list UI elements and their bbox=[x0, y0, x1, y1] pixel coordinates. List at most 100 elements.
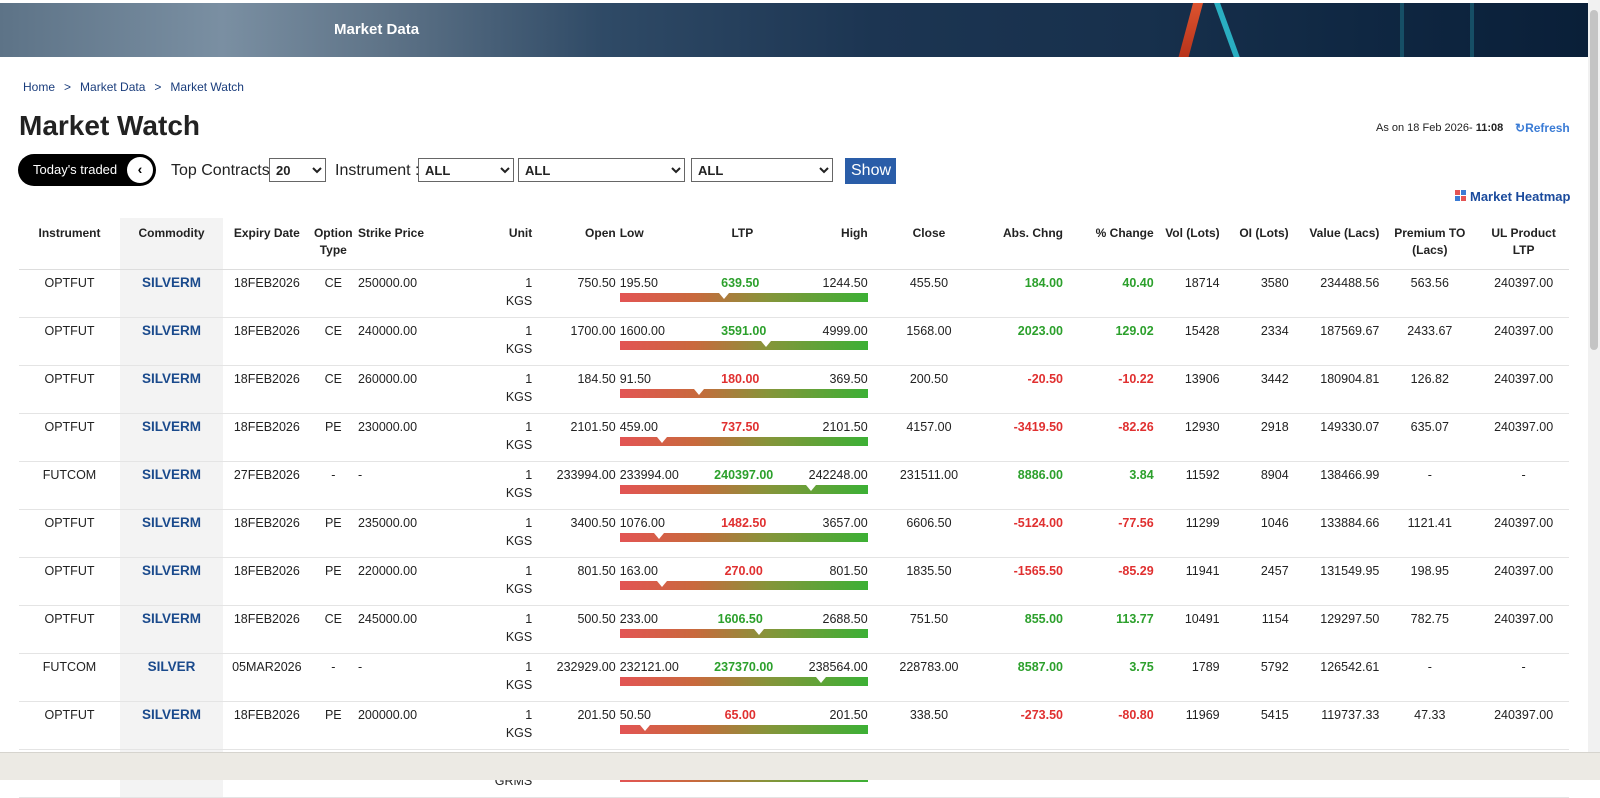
ltp-marker bbox=[656, 437, 667, 443]
todays-traded-toggle[interactable]: Today's traded ‹ bbox=[18, 154, 156, 186]
scrollbar-thumb[interactable] bbox=[1590, 10, 1598, 350]
cell-unit: 1 KGS bbox=[447, 269, 535, 318]
cell-abs-chng: 184.00 bbox=[976, 269, 1065, 318]
commodity-link[interactable]: SILVERM bbox=[119, 365, 224, 414]
cell-range: 195.50 639.50 1244.50 bbox=[617, 269, 882, 318]
commodity-link[interactable]: SILVERM bbox=[119, 557, 224, 606]
market-heatmap-link[interactable]: Market Heatmap bbox=[1455, 189, 1570, 204]
instrument-label: Instrument : bbox=[335, 162, 420, 179]
table-row[interactable]: FUTCOM SILVERM 27FEB2026- -1 KGS 233994.00 233… bbox=[19, 461, 1569, 510]
cell-abs-chng: 855.00 bbox=[976, 605, 1065, 654]
cell-close: 455.50 bbox=[881, 269, 977, 318]
cell-low: 195.50 bbox=[619, 276, 658, 290]
commodity-select[interactable]: ALL bbox=[518, 158, 685, 182]
cell-close: 200.50 bbox=[881, 365, 977, 414]
commodity-link[interactable]: SILVERM bbox=[119, 461, 224, 510]
cell-open: 2101.50 bbox=[534, 413, 618, 462]
cell-ltp: 1482.50 bbox=[721, 516, 767, 530]
cell-premium: 198.95 bbox=[1381, 557, 1479, 606]
cell-high: 369.50 bbox=[829, 372, 868, 386]
cell-expiry: 18FEB2026 bbox=[223, 317, 311, 366]
cell-premium: 563.56 bbox=[1381, 269, 1479, 318]
cell-instrument: OPTFUT bbox=[19, 557, 120, 606]
unit-qty: 1 bbox=[525, 516, 533, 530]
unit-name: KGS bbox=[505, 342, 533, 356]
cell-unit: 1 KGS bbox=[447, 317, 535, 366]
cell-unit: 1 KGS bbox=[447, 701, 535, 750]
table-body: OPTFUT SILVERM 18FEB2026 CE 250000.00 1 KGS 750… bbox=[19, 269, 1569, 798]
cell-ul-ltp: 240397.00 bbox=[1478, 413, 1569, 462]
commodity-link[interactable]: SILVERM bbox=[119, 317, 224, 366]
cell-open: 184.50 bbox=[534, 365, 618, 414]
cell-option-type: CE bbox=[310, 269, 356, 318]
commodity-link[interactable]: SILVERM bbox=[119, 269, 224, 318]
cell-premium: 2433.67 bbox=[1381, 317, 1479, 366]
cell-value: 131549.95 bbox=[1290, 557, 1382, 606]
breadcrumb-home[interactable]: Home bbox=[23, 80, 56, 94]
col-ul-ltp: UL Product LTP bbox=[1478, 218, 1569, 270]
cell-vol: 11969 bbox=[1155, 701, 1222, 750]
table-row[interactable]: OPTFUT SILVERM 18FEB2026 PE 230000.00 1 KGS 210… bbox=[19, 413, 1569, 462]
table-row[interactable]: OPTFUT SILVERM 18FEB2026 PE 235000.00 1 KGS 340… bbox=[19, 509, 1569, 558]
page-title: Market Watch bbox=[19, 110, 201, 141]
cell-low: 1076.00 bbox=[619, 516, 665, 530]
breadcrumb-market-watch[interactable]: Market Watch bbox=[170, 80, 244, 94]
table-header-row: Instrument Commodity Expiry Date Option … bbox=[19, 218, 1569, 270]
price-range: 1076.00 1482.50 3657.00 bbox=[619, 514, 868, 542]
commodity-link[interactable]: SILVERM bbox=[119, 701, 224, 750]
refresh-icon: ↻ bbox=[1515, 121, 1526, 135]
unit-name: KGS bbox=[505, 486, 533, 500]
breadcrumb-market-data[interactable]: Market Data bbox=[80, 80, 146, 94]
cell-instrument: FUTCOM bbox=[19, 653, 120, 702]
col-vol: Vol (Lots) bbox=[1155, 218, 1222, 270]
cell-expiry: 18FEB2026 bbox=[223, 605, 311, 654]
cell-close: 228783.00 bbox=[881, 653, 977, 702]
top-contracts-select[interactable]: 20 bbox=[269, 158, 326, 182]
cell-ul-ltp: 240397.00 bbox=[1478, 317, 1569, 366]
unit-qty: 1 bbox=[525, 612, 533, 626]
cell-premium: - bbox=[1381, 653, 1479, 702]
commodity-link[interactable]: SILVERM bbox=[119, 509, 224, 558]
unit-qty: 1 bbox=[525, 708, 533, 722]
expiry-select[interactable]: ALL bbox=[691, 158, 833, 182]
chevron-left-icon[interactable]: ‹ bbox=[127, 157, 153, 183]
cell-unit: 1 KGS bbox=[447, 509, 535, 558]
table-row[interactable]: OPTFUT SILVERM 18FEB2026 CE 245000.00 1 KGS 500… bbox=[19, 605, 1569, 654]
refresh-label: Refresh bbox=[1525, 121, 1570, 135]
table-row[interactable]: OPTFUT SILVERM 18FEB2026 PE 220000.00 1 KGS 801… bbox=[19, 557, 1569, 606]
refresh-button[interactable]: ↻Refresh bbox=[1515, 121, 1570, 135]
cell-vol: 10491 bbox=[1155, 605, 1222, 654]
vertical-scrollbar[interactable] bbox=[1588, 0, 1600, 752]
cell-expiry: 18FEB2026 bbox=[223, 413, 311, 462]
commodity-link[interactable]: SILVERM bbox=[119, 605, 224, 654]
banner-decoration bbox=[1176, 3, 1204, 57]
ltp-marker bbox=[654, 533, 665, 539]
range-bar bbox=[619, 725, 868, 734]
cell-strike: 200000.00 bbox=[355, 701, 448, 750]
instrument-select[interactable]: ALL bbox=[418, 158, 514, 182]
commodity-link[interactable]: SILVER bbox=[119, 653, 224, 702]
cell-oi: 8904 bbox=[1221, 461, 1291, 510]
table-row[interactable]: OPTFUT SILVERM 18FEB2026 CE 240000.00 1 KGS 170… bbox=[19, 317, 1569, 366]
table-row[interactable]: OPTFUT SILVERM 18FEB2026 CE 260000.00 1 KGS 184… bbox=[19, 365, 1569, 414]
cell-oi: 1154 bbox=[1221, 605, 1291, 654]
commodity-link[interactable]: SILVERM bbox=[119, 413, 224, 462]
cell-unit: 1 KGS bbox=[447, 461, 535, 510]
table-row[interactable]: OPTFUT SILVERM 18FEB2026 CE 250000.00 1 KGS 750… bbox=[19, 269, 1569, 318]
cell-vol: 1789 bbox=[1155, 653, 1222, 702]
cell-close: 338.50 bbox=[881, 701, 977, 750]
unit-name: KGS bbox=[505, 678, 533, 692]
cell-range: 459.00 737.50 2101.50 bbox=[617, 413, 882, 462]
cell-oi: 2334 bbox=[1221, 317, 1291, 366]
show-button[interactable]: Show bbox=[845, 158, 896, 184]
cell-option-type: - bbox=[310, 461, 356, 510]
cell-premium: 782.75 bbox=[1381, 605, 1479, 654]
cell-value: 149330.07 bbox=[1290, 413, 1382, 462]
cell-close: 231511.00 bbox=[881, 461, 977, 510]
cell-expiry: 18FEB2026 bbox=[223, 557, 311, 606]
table-row[interactable]: FUTCOM SILVER 05MAR2026- -1 KGS 232929.00 2321… bbox=[19, 653, 1569, 702]
table-row[interactable]: OPTFUT SILVERM 18FEB2026 PE 200000.00 1 KGS 201… bbox=[19, 701, 1569, 750]
cell-low: 163.00 bbox=[619, 564, 658, 578]
cell-option-type: - bbox=[310, 653, 356, 702]
unit-qty: 1 bbox=[525, 324, 533, 338]
